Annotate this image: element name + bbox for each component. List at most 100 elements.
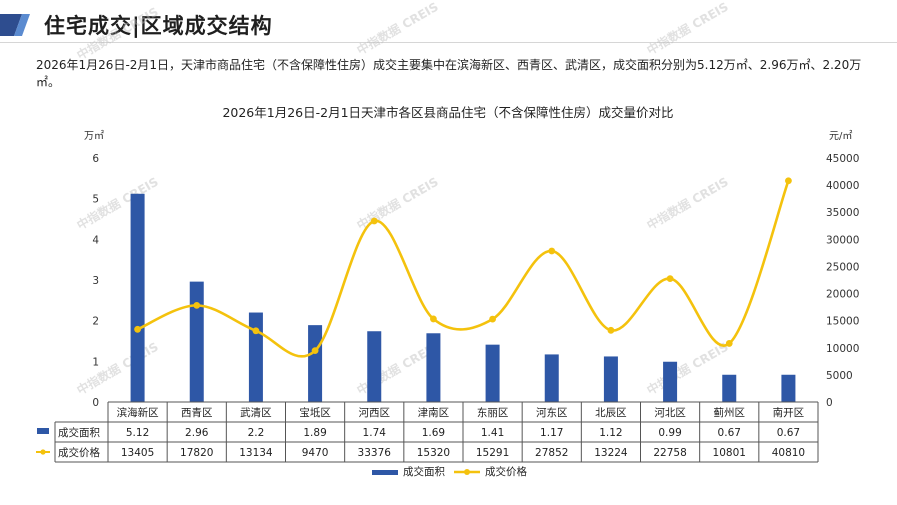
right-tick-label: 45000 bbox=[826, 153, 859, 165]
left-tick-label: 6 bbox=[92, 153, 99, 165]
bar-北辰区 bbox=[603, 356, 618, 402]
left-tick-label: 4 bbox=[92, 234, 99, 246]
table-cell: 10801 bbox=[713, 447, 746, 459]
bar-蓟州区 bbox=[722, 374, 737, 402]
category-label: 西青区 bbox=[181, 406, 213, 419]
table-cell: 40810 bbox=[772, 447, 805, 459]
price-point-西青区 bbox=[193, 301, 201, 309]
category-label: 滨海新区 bbox=[117, 406, 159, 419]
table-cell: 1.17 bbox=[540, 427, 563, 439]
price-point-滨海新区 bbox=[134, 325, 141, 333]
legend-key-bar bbox=[372, 470, 398, 475]
bar-武清区 bbox=[248, 312, 263, 402]
bar-东丽区 bbox=[485, 344, 500, 402]
right-tick-label: 35000 bbox=[826, 207, 859, 219]
price-point-津南区 bbox=[430, 315, 437, 323]
table-cell: 1.69 bbox=[422, 427, 445, 439]
watermark-text: 中指数据 CREIS bbox=[644, 0, 731, 58]
watermark-text: 中指数据 CREIS bbox=[74, 339, 161, 398]
price-line bbox=[137, 180, 790, 358]
watermark-text: 中指数据 CREIS bbox=[354, 0, 441, 58]
table-cell: 1.41 bbox=[481, 427, 504, 439]
table-cell: 0.99 bbox=[658, 427, 681, 439]
table-cell: 1.12 bbox=[599, 427, 622, 439]
bar-南开区 bbox=[781, 374, 796, 402]
category-label: 河西区 bbox=[359, 407, 391, 419]
left-tick-label: 0 bbox=[92, 397, 99, 409]
table-cell: 1.74 bbox=[363, 427, 387, 439]
header-accent-icon bbox=[0, 14, 30, 36]
price-point-武清区 bbox=[252, 327, 260, 335]
price-point-东丽区 bbox=[489, 315, 496, 323]
bar-河西区 bbox=[367, 331, 382, 402]
left-tick-label: 2 bbox=[92, 316, 99, 328]
price-point-河东区 bbox=[548, 247, 556, 255]
price-point-南开区 bbox=[785, 177, 792, 185]
right-tick-label: 15000 bbox=[826, 316, 859, 328]
left-tick-label: 1 bbox=[92, 356, 99, 368]
price-point-蓟州区 bbox=[725, 340, 733, 347]
watermark-text: 中指数据 CREIS bbox=[644, 174, 731, 233]
left-axis-unit: 万㎡ bbox=[84, 130, 104, 142]
table-cell: 15291 bbox=[476, 447, 509, 459]
category-label: 宝坻区 bbox=[299, 406, 331, 419]
price-point-宝坻区 bbox=[311, 347, 319, 355]
row-key-bar bbox=[37, 428, 49, 434]
category-label: 北辰区 bbox=[595, 407, 627, 419]
table-cell: 13405 bbox=[121, 447, 154, 459]
bar-宝坻区 bbox=[308, 325, 323, 402]
table-cell: 1.89 bbox=[303, 427, 326, 439]
price-point-河西区 bbox=[370, 217, 378, 225]
category-label: 津南区 bbox=[418, 406, 450, 419]
table-cell: 2.96 bbox=[185, 427, 209, 439]
right-tick-label: 10000 bbox=[826, 343, 859, 355]
summary-text: 2026年1月26日-2月1日，天津市商品住宅（不含保障性住房）成交主要集中在滨… bbox=[36, 58, 862, 89]
category-label: 东丽区 bbox=[477, 406, 509, 419]
bar-河北区 bbox=[663, 361, 678, 402]
table-cell: 5.12 bbox=[126, 427, 149, 439]
legend-key-point bbox=[464, 469, 470, 475]
bar-津南区 bbox=[426, 333, 441, 402]
watermark-text: 中指数据 CREIS bbox=[74, 4, 161, 63]
right-tick-label: 25000 bbox=[826, 261, 859, 273]
left-tick-label: 5 bbox=[92, 194, 99, 206]
right-tick-label: 30000 bbox=[826, 234, 859, 246]
table-cell: 9470 bbox=[302, 447, 329, 459]
table-row-header: 成交价格 bbox=[58, 446, 100, 459]
category-label: 河东区 bbox=[536, 406, 568, 419]
category-label: 南开区 bbox=[773, 406, 805, 419]
table-cell: 27852 bbox=[535, 447, 568, 459]
category-label: 蓟州区 bbox=[714, 406, 746, 419]
right-tick-label: 40000 bbox=[826, 180, 859, 192]
right-tick-label: 20000 bbox=[826, 289, 859, 301]
chart-title: 2026年1月26日-2月1日天津市各区县商品住宅（不含保障性住房）成交量价对比 bbox=[222, 105, 673, 120]
price-point-北辰区 bbox=[607, 326, 615, 334]
accent-shape-dark bbox=[0, 14, 22, 36]
table-cell: 33376 bbox=[358, 447, 392, 459]
category-label: 河北区 bbox=[654, 407, 686, 419]
table-cell: 15320 bbox=[417, 447, 450, 459]
right-tick-label: 5000 bbox=[826, 370, 853, 382]
legend-label-price: 成交价格 bbox=[485, 465, 527, 478]
page-title: 住宅成交|区域成交结构 bbox=[44, 14, 273, 38]
table-cell: 2.2 bbox=[248, 427, 265, 439]
price-point-河北区 bbox=[666, 275, 674, 283]
category-label: 武清区 bbox=[240, 406, 272, 419]
row-key-point bbox=[40, 449, 46, 455]
table-cell: 13224 bbox=[594, 447, 628, 459]
table-cell: 0.67 bbox=[718, 427, 741, 439]
watermark-text: 中指数据 CREIS bbox=[644, 339, 731, 398]
right-tick-label: 0 bbox=[826, 397, 833, 409]
table-cell: 17820 bbox=[180, 447, 213, 459]
bar-河东区 bbox=[544, 354, 559, 402]
header-divider bbox=[0, 42, 897, 43]
accent-shape-light bbox=[14, 14, 30, 36]
table-cell: 0.67 bbox=[777, 427, 800, 439]
table-cell: 13134 bbox=[239, 447, 273, 459]
legend-label-area: 成交面积 bbox=[403, 465, 445, 478]
bar-西青区 bbox=[189, 281, 204, 402]
table-cell: 22758 bbox=[653, 447, 686, 459]
left-tick-label: 3 bbox=[92, 275, 99, 287]
table-row-header: 成交面积 bbox=[58, 426, 100, 439]
